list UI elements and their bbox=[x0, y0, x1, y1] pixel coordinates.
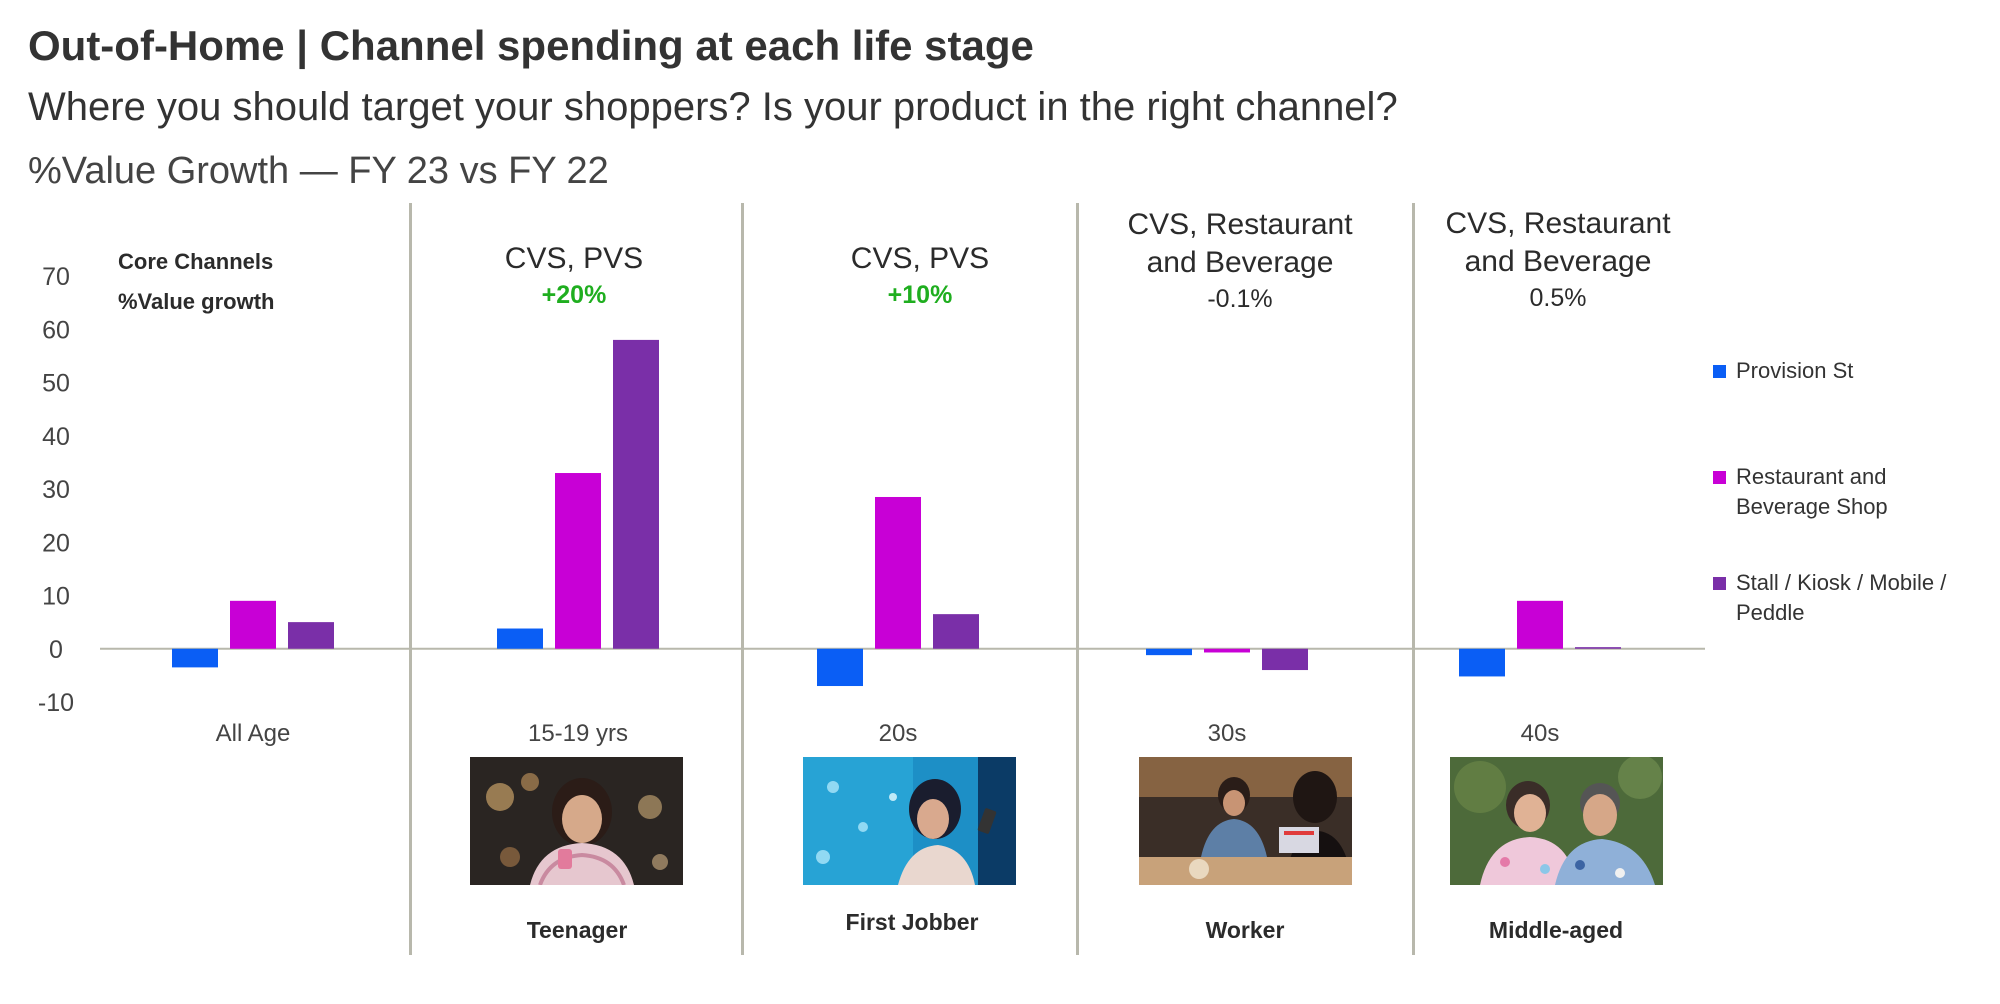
panel-value: +20% bbox=[541, 281, 607, 309]
bar-restaurant-and-beverage-shop bbox=[230, 600, 276, 649]
panel-header-30s: CVS, Restaurant and Beverage -0.1% bbox=[1090, 206, 1390, 316]
legend-swatch bbox=[1713, 365, 1726, 378]
legend-item: Provision St bbox=[1713, 356, 1986, 386]
bar-stall-kiosk-mobile-peddle bbox=[933, 614, 979, 649]
panel-value: -0.1% bbox=[1207, 285, 1273, 313]
bar-provision-st bbox=[1459, 648, 1505, 677]
y-tick-label: -10 bbox=[38, 689, 74, 717]
bar-stall-kiosk-mobile-peddle bbox=[1262, 648, 1308, 671]
y-tick-label: 0 bbox=[49, 636, 63, 664]
panel-divider bbox=[1412, 203, 1415, 955]
x-category-label: All Age bbox=[216, 720, 291, 747]
core-channels-line1: Core Channels bbox=[118, 249, 274, 274]
metric-label: %Value Growth — FY 23 vs FY 22 bbox=[28, 150, 609, 192]
bar-stall-kiosk-mobile-peddle bbox=[288, 622, 334, 649]
panel-header-20s: CVS, PVS +10% bbox=[770, 240, 1070, 312]
bar-restaurant-and-beverage-shop bbox=[555, 473, 601, 649]
panel-title: CVS, Restaurant and Beverage bbox=[1445, 207, 1671, 278]
panel-value: +10% bbox=[887, 281, 953, 309]
y-tick-label: 30 bbox=[42, 476, 70, 504]
legend-label: Provision St bbox=[1736, 358, 1854, 383]
x-category-label: 40s bbox=[1521, 720, 1560, 747]
bar-provision-st bbox=[817, 648, 863, 687]
bar-restaurant-and-beverage-shop bbox=[1517, 600, 1563, 649]
y-tick-label: 20 bbox=[42, 529, 70, 557]
y-tick-label: 70 bbox=[42, 263, 70, 291]
persona-label-first-jobber: First Jobber bbox=[845, 909, 979, 935]
legend-swatch bbox=[1713, 471, 1726, 484]
panel-value: 0.5% bbox=[1529, 284, 1587, 312]
bar-restaurant-and-beverage-shop bbox=[1204, 648, 1250, 653]
x-category-label: 30s bbox=[1208, 720, 1247, 747]
legend-item: Restaurant and Beverage Shop bbox=[1713, 462, 1966, 522]
panel-divider bbox=[409, 203, 412, 955]
persona-label-worker: Worker bbox=[1205, 917, 1285, 943]
legend-swatch bbox=[1713, 577, 1726, 590]
core-channels-line2: %Value growth bbox=[118, 289, 275, 314]
legend-label: Restaurant and Beverage Shop bbox=[1736, 464, 1888, 519]
page-title: Out-of-Home | Channel spending at each l… bbox=[28, 22, 1034, 69]
panel-header-teen: CVS, PVS +20% bbox=[424, 240, 724, 312]
bar-restaurant-and-beverage-shop bbox=[875, 496, 921, 649]
middle-aged-photo bbox=[1450, 757, 1663, 885]
x-category-label: 20s bbox=[879, 720, 918, 747]
worker-photo bbox=[1139, 757, 1352, 885]
panel-divider bbox=[1076, 203, 1079, 955]
teenager-photo bbox=[470, 757, 683, 885]
bar-provision-st bbox=[497, 628, 543, 649]
page-subtitle: Where you should target your shoppers? I… bbox=[28, 85, 1398, 129]
y-tick-label: 50 bbox=[42, 370, 70, 398]
panel-divider bbox=[741, 203, 744, 955]
legend-item: Stall / Kiosk / Mobile / Peddle bbox=[1713, 568, 1986, 628]
y-tick-label: 40 bbox=[42, 423, 70, 451]
bar-chart: 70 60 50 40 30 20 10 0 -10 All Age 15-19 yrs 20s 30s… bbox=[38, 263, 1705, 747]
y-tick-label: 10 bbox=[42, 583, 70, 611]
persona-label-middle-aged: Middle-aged bbox=[1488, 917, 1624, 943]
panel-title: CVS, Restaurant and Beverage bbox=[1127, 208, 1353, 279]
bar-stall-kiosk-mobile-peddle bbox=[613, 339, 659, 649]
persona-label-teenager: Teenager bbox=[526, 917, 628, 943]
x-category-label: 15-19 yrs bbox=[528, 720, 628, 747]
legend-label: Stall / Kiosk / Mobile / Peddle bbox=[1736, 570, 1947, 625]
bar-provision-st bbox=[1146, 648, 1192, 656]
y-tick-label: 60 bbox=[42, 316, 70, 344]
bar-provision-st bbox=[172, 648, 218, 668]
panel-title: CVS, PVS bbox=[850, 242, 990, 275]
first-jobber-photo bbox=[803, 757, 1016, 885]
bar-stall-kiosk-mobile-peddle bbox=[1575, 647, 1621, 649]
panel-header-40s: CVS, Restaurant and Beverage 0.5% bbox=[1408, 205, 1708, 315]
core-channels-label: Core Channels %Value growth bbox=[118, 242, 274, 322]
panel-title: CVS, PVS bbox=[504, 242, 644, 275]
